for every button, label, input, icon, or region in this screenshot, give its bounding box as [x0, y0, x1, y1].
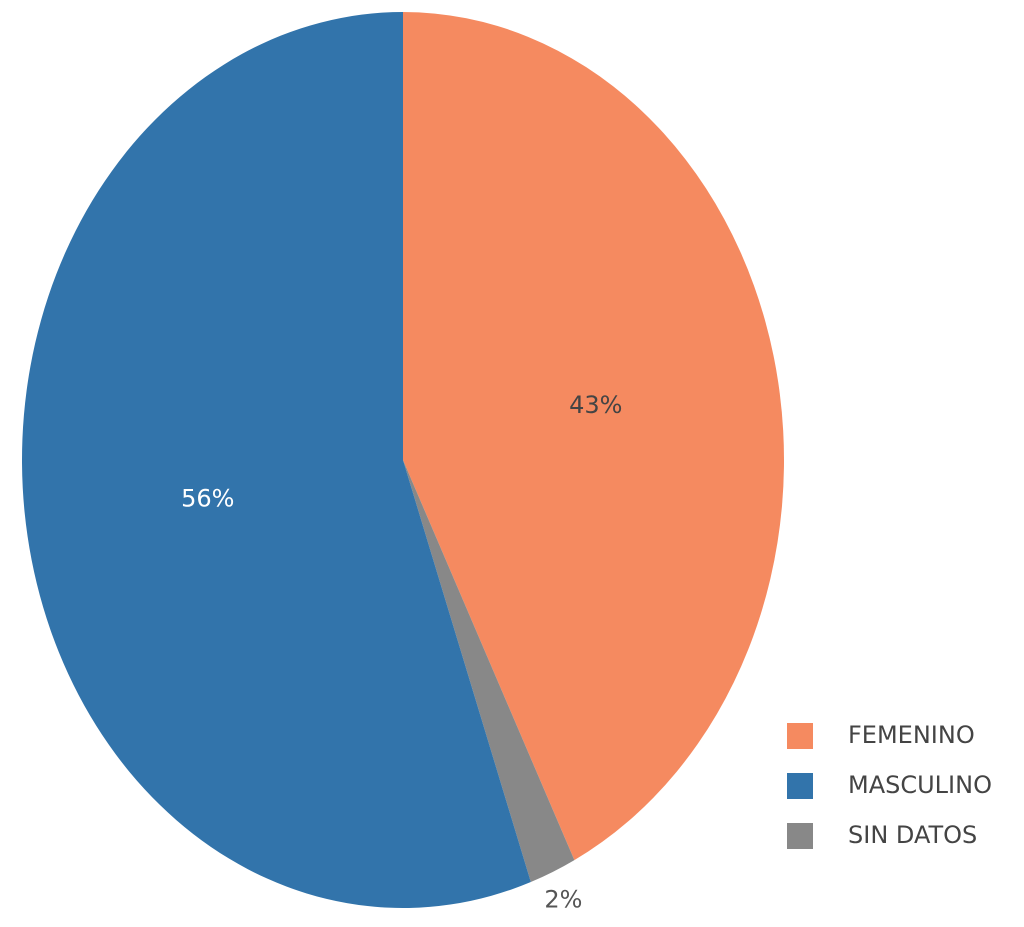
legend-label: FEMENINO: [848, 721, 975, 749]
legend-label: SIN DATOS: [848, 821, 977, 849]
pie-slice: [22, 12, 531, 908]
slice-label: 2%: [544, 886, 582, 914]
pie-slice: [403, 12, 784, 861]
legend-swatch: [787, 823, 813, 849]
legend-label: MASCULINO: [848, 771, 992, 799]
slice-label: 43%: [569, 391, 622, 419]
slice-label: 56%: [181, 485, 234, 513]
legend-swatch: [787, 773, 813, 799]
legend-swatch: [787, 723, 813, 749]
pie-slice: [403, 460, 575, 883]
